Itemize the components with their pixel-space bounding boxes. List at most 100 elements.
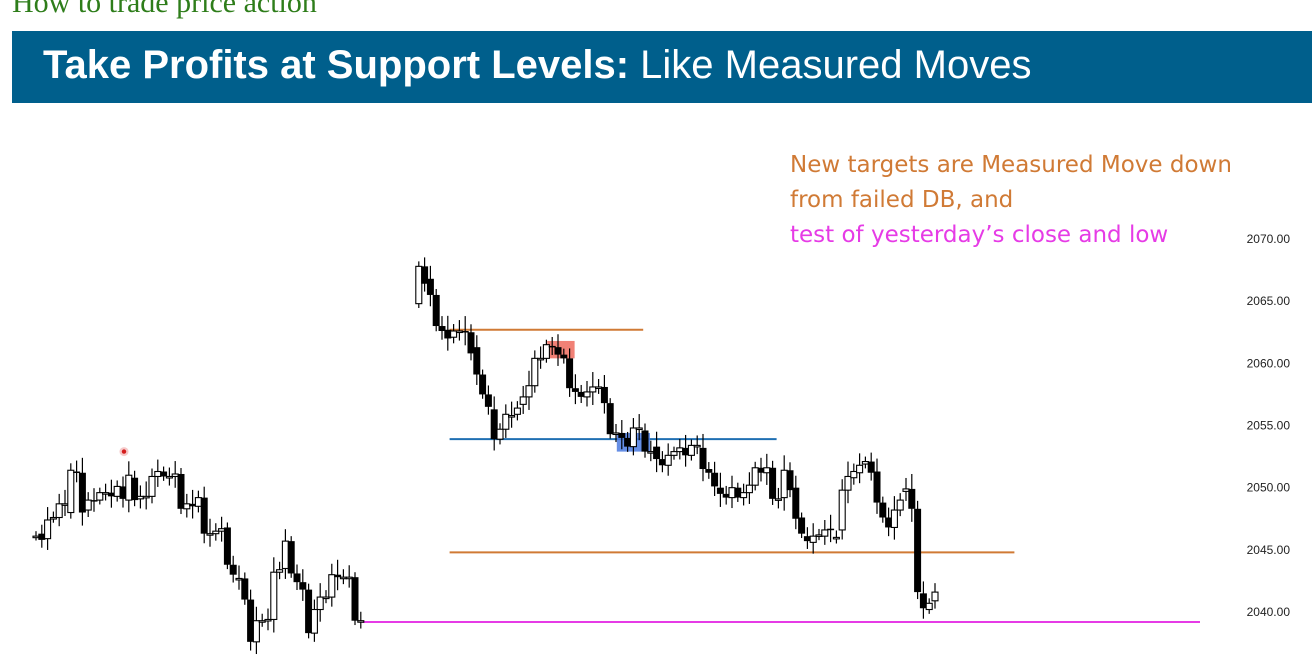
candle-body-bear bbox=[577, 391, 585, 397]
candle-body-bull bbox=[687, 444, 695, 456]
candle-body-bear bbox=[711, 472, 719, 487]
candle-today-155 bbox=[931, 583, 939, 609]
candle-yesterday-15 bbox=[119, 476, 127, 508]
candle-body-bull bbox=[67, 469, 75, 514]
candle-yesterday-37 bbox=[247, 589, 255, 651]
candle-body-bear bbox=[560, 354, 568, 359]
candle-body-bear bbox=[618, 432, 626, 438]
candle-body-bull bbox=[328, 574, 336, 598]
candle-body-bear bbox=[241, 578, 249, 600]
candle-today-79 bbox=[490, 396, 498, 451]
candle-body-bull bbox=[55, 503, 63, 519]
candle-body-bear bbox=[682, 447, 690, 456]
candle-body-bull bbox=[142, 495, 150, 499]
candle-body-bear bbox=[803, 536, 811, 542]
candle-body-bull bbox=[745, 484, 753, 494]
candle-today-118 bbox=[716, 472, 724, 507]
slide-title-bold: Take Profits at Support Levels: bbox=[43, 43, 630, 87]
candle-body-bear bbox=[879, 502, 887, 518]
candle-today-90 bbox=[554, 334, 562, 366]
candle-body-bear bbox=[160, 471, 168, 477]
candle-today-148 bbox=[890, 496, 898, 540]
candle-body-bear bbox=[798, 517, 806, 534]
candle-today-93 bbox=[571, 374, 579, 405]
candle-body-bear bbox=[885, 517, 893, 528]
candle-today-152 bbox=[914, 500, 922, 600]
candle-yesterday-40 bbox=[264, 608, 272, 631]
candle-body-bull bbox=[252, 620, 260, 643]
candle-yesterday-44 bbox=[287, 536, 295, 578]
support-resistance-levels bbox=[362, 328, 1200, 623]
candle-body-bull bbox=[276, 569, 284, 573]
candle-body-bear bbox=[38, 533, 46, 540]
candle-body-bear bbox=[73, 471, 81, 474]
candle-body-bull bbox=[183, 503, 191, 510]
candle-body-bear bbox=[722, 493, 730, 498]
candle-yesterday-13 bbox=[107, 479, 115, 508]
candle-today-87 bbox=[537, 346, 545, 369]
candle-body-bull bbox=[740, 492, 748, 499]
candle-today-74 bbox=[461, 316, 469, 346]
candle-body-bull bbox=[763, 467, 771, 474]
candle-today-142 bbox=[856, 453, 864, 484]
candle-body-bear bbox=[734, 487, 742, 498]
candle-yesterday-5 bbox=[61, 489, 69, 517]
candle-body-bear bbox=[716, 487, 724, 494]
candle-body-bear bbox=[919, 593, 927, 609]
candle-body-bear bbox=[305, 589, 313, 634]
candle-today-136 bbox=[821, 519, 829, 545]
candle-yesterday-24 bbox=[171, 461, 179, 488]
candle-today-88 bbox=[542, 339, 550, 363]
candle-yesterday-39 bbox=[258, 613, 266, 627]
candle-body-bull bbox=[148, 475, 156, 497]
candle-body-bull bbox=[32, 535, 40, 539]
candle-body-bear bbox=[908, 488, 916, 509]
candle-today-131 bbox=[792, 475, 800, 530]
candle-body-bull bbox=[84, 499, 92, 511]
candle-body-bear bbox=[827, 528, 835, 531]
candle-body-bull bbox=[194, 497, 202, 507]
candle-yesterday-32 bbox=[218, 516, 226, 542]
candle-body-bull bbox=[629, 427, 637, 448]
candle-body-bull bbox=[154, 470, 162, 478]
candle-today-86 bbox=[531, 350, 539, 393]
candle-body-bull bbox=[850, 470, 858, 479]
candle-today-124 bbox=[751, 461, 759, 491]
candle-yesterday-35 bbox=[235, 565, 243, 590]
candle-body-bull bbox=[264, 618, 272, 622]
y-tick-label: 2045.00 bbox=[1247, 543, 1291, 557]
candle-today-129 bbox=[780, 455, 788, 511]
candle-today-126 bbox=[763, 453, 771, 485]
candle-body-bull bbox=[751, 467, 759, 486]
candle-body-bull bbox=[102, 492, 110, 495]
candle-body-bull bbox=[861, 461, 869, 465]
y-tick-label: 2060.00 bbox=[1247, 356, 1291, 370]
candle-today-70 bbox=[438, 316, 446, 340]
candle-today-135 bbox=[815, 528, 823, 541]
candle-body-bull bbox=[450, 330, 458, 338]
candle-today-95 bbox=[583, 380, 591, 407]
candle-yesterday-47 bbox=[305, 583, 313, 639]
candle-yesterday-30 bbox=[206, 518, 214, 547]
candle-body-bear bbox=[200, 497, 208, 534]
candle-yesterday-9 bbox=[84, 492, 92, 518]
candle-yesterday-21 bbox=[154, 459, 162, 487]
candle-yesterday-6 bbox=[67, 463, 75, 519]
orange-annotation-line-1: New targets are Measured Move down bbox=[790, 152, 1232, 178]
candle-body-bear bbox=[867, 461, 875, 473]
candle-body-bull bbox=[635, 427, 643, 431]
candle-body-bull bbox=[258, 620, 266, 623]
candle-body-bull bbox=[455, 330, 463, 334]
candle-body-bull bbox=[537, 357, 545, 361]
candle-body-bull bbox=[235, 577, 243, 581]
candle-body-bear bbox=[444, 329, 452, 339]
candle-body-bull bbox=[925, 602, 933, 611]
candle-body-bear bbox=[484, 394, 492, 407]
candle-body-bear bbox=[426, 278, 434, 295]
candles bbox=[32, 257, 939, 655]
candle-yesterday-41 bbox=[270, 557, 278, 633]
candle-today-85 bbox=[525, 370, 533, 410]
candle-body-bear bbox=[287, 541, 295, 574]
candle-yesterday-33 bbox=[223, 522, 231, 570]
candle-today-94 bbox=[577, 384, 585, 403]
